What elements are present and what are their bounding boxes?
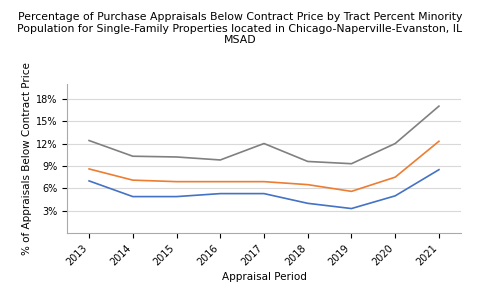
80.1% to 100% bbox=[261, 142, 267, 145]
Line: 50.1% to 80%: 50.1% to 80% bbox=[89, 141, 439, 191]
80.1% to 100% bbox=[348, 162, 354, 166]
0% to 50% bbox=[392, 194, 398, 198]
50.1% to 80% bbox=[392, 175, 398, 179]
0% to 50% bbox=[436, 168, 442, 172]
50.1% to 80% bbox=[305, 183, 311, 187]
80.1% to 100% bbox=[174, 155, 180, 159]
50.1% to 80% bbox=[130, 178, 136, 182]
50.1% to 80% bbox=[436, 139, 442, 143]
0% to 50% bbox=[305, 202, 311, 205]
0% to 50% bbox=[174, 195, 180, 199]
50.1% to 80% bbox=[217, 180, 223, 183]
80.1% to 100% bbox=[305, 160, 311, 163]
Text: Percentage of Purchase Appraisals Below Contract Price by Tract Percent Minority: Percentage of Purchase Appraisals Below … bbox=[17, 12, 463, 45]
0% to 50% bbox=[348, 207, 354, 210]
0% to 50% bbox=[217, 192, 223, 196]
80.1% to 100% bbox=[217, 158, 223, 162]
50.1% to 80% bbox=[348, 190, 354, 193]
Line: 80.1% to 100%: 80.1% to 100% bbox=[89, 106, 439, 164]
0% to 50% bbox=[261, 192, 267, 196]
0% to 50% bbox=[86, 179, 92, 183]
80.1% to 100% bbox=[436, 104, 442, 108]
0% to 50% bbox=[130, 195, 136, 199]
80.1% to 100% bbox=[130, 155, 136, 158]
50.1% to 80% bbox=[86, 167, 92, 171]
Y-axis label: % of Appraisals Below Contract Price: % of Appraisals Below Contract Price bbox=[22, 62, 32, 255]
50.1% to 80% bbox=[261, 180, 267, 183]
80.1% to 100% bbox=[86, 139, 92, 142]
50.1% to 80% bbox=[174, 180, 180, 183]
X-axis label: Appraisal Period: Appraisal Period bbox=[222, 272, 306, 282]
Line: 0% to 50%: 0% to 50% bbox=[89, 170, 439, 209]
80.1% to 100% bbox=[392, 142, 398, 145]
